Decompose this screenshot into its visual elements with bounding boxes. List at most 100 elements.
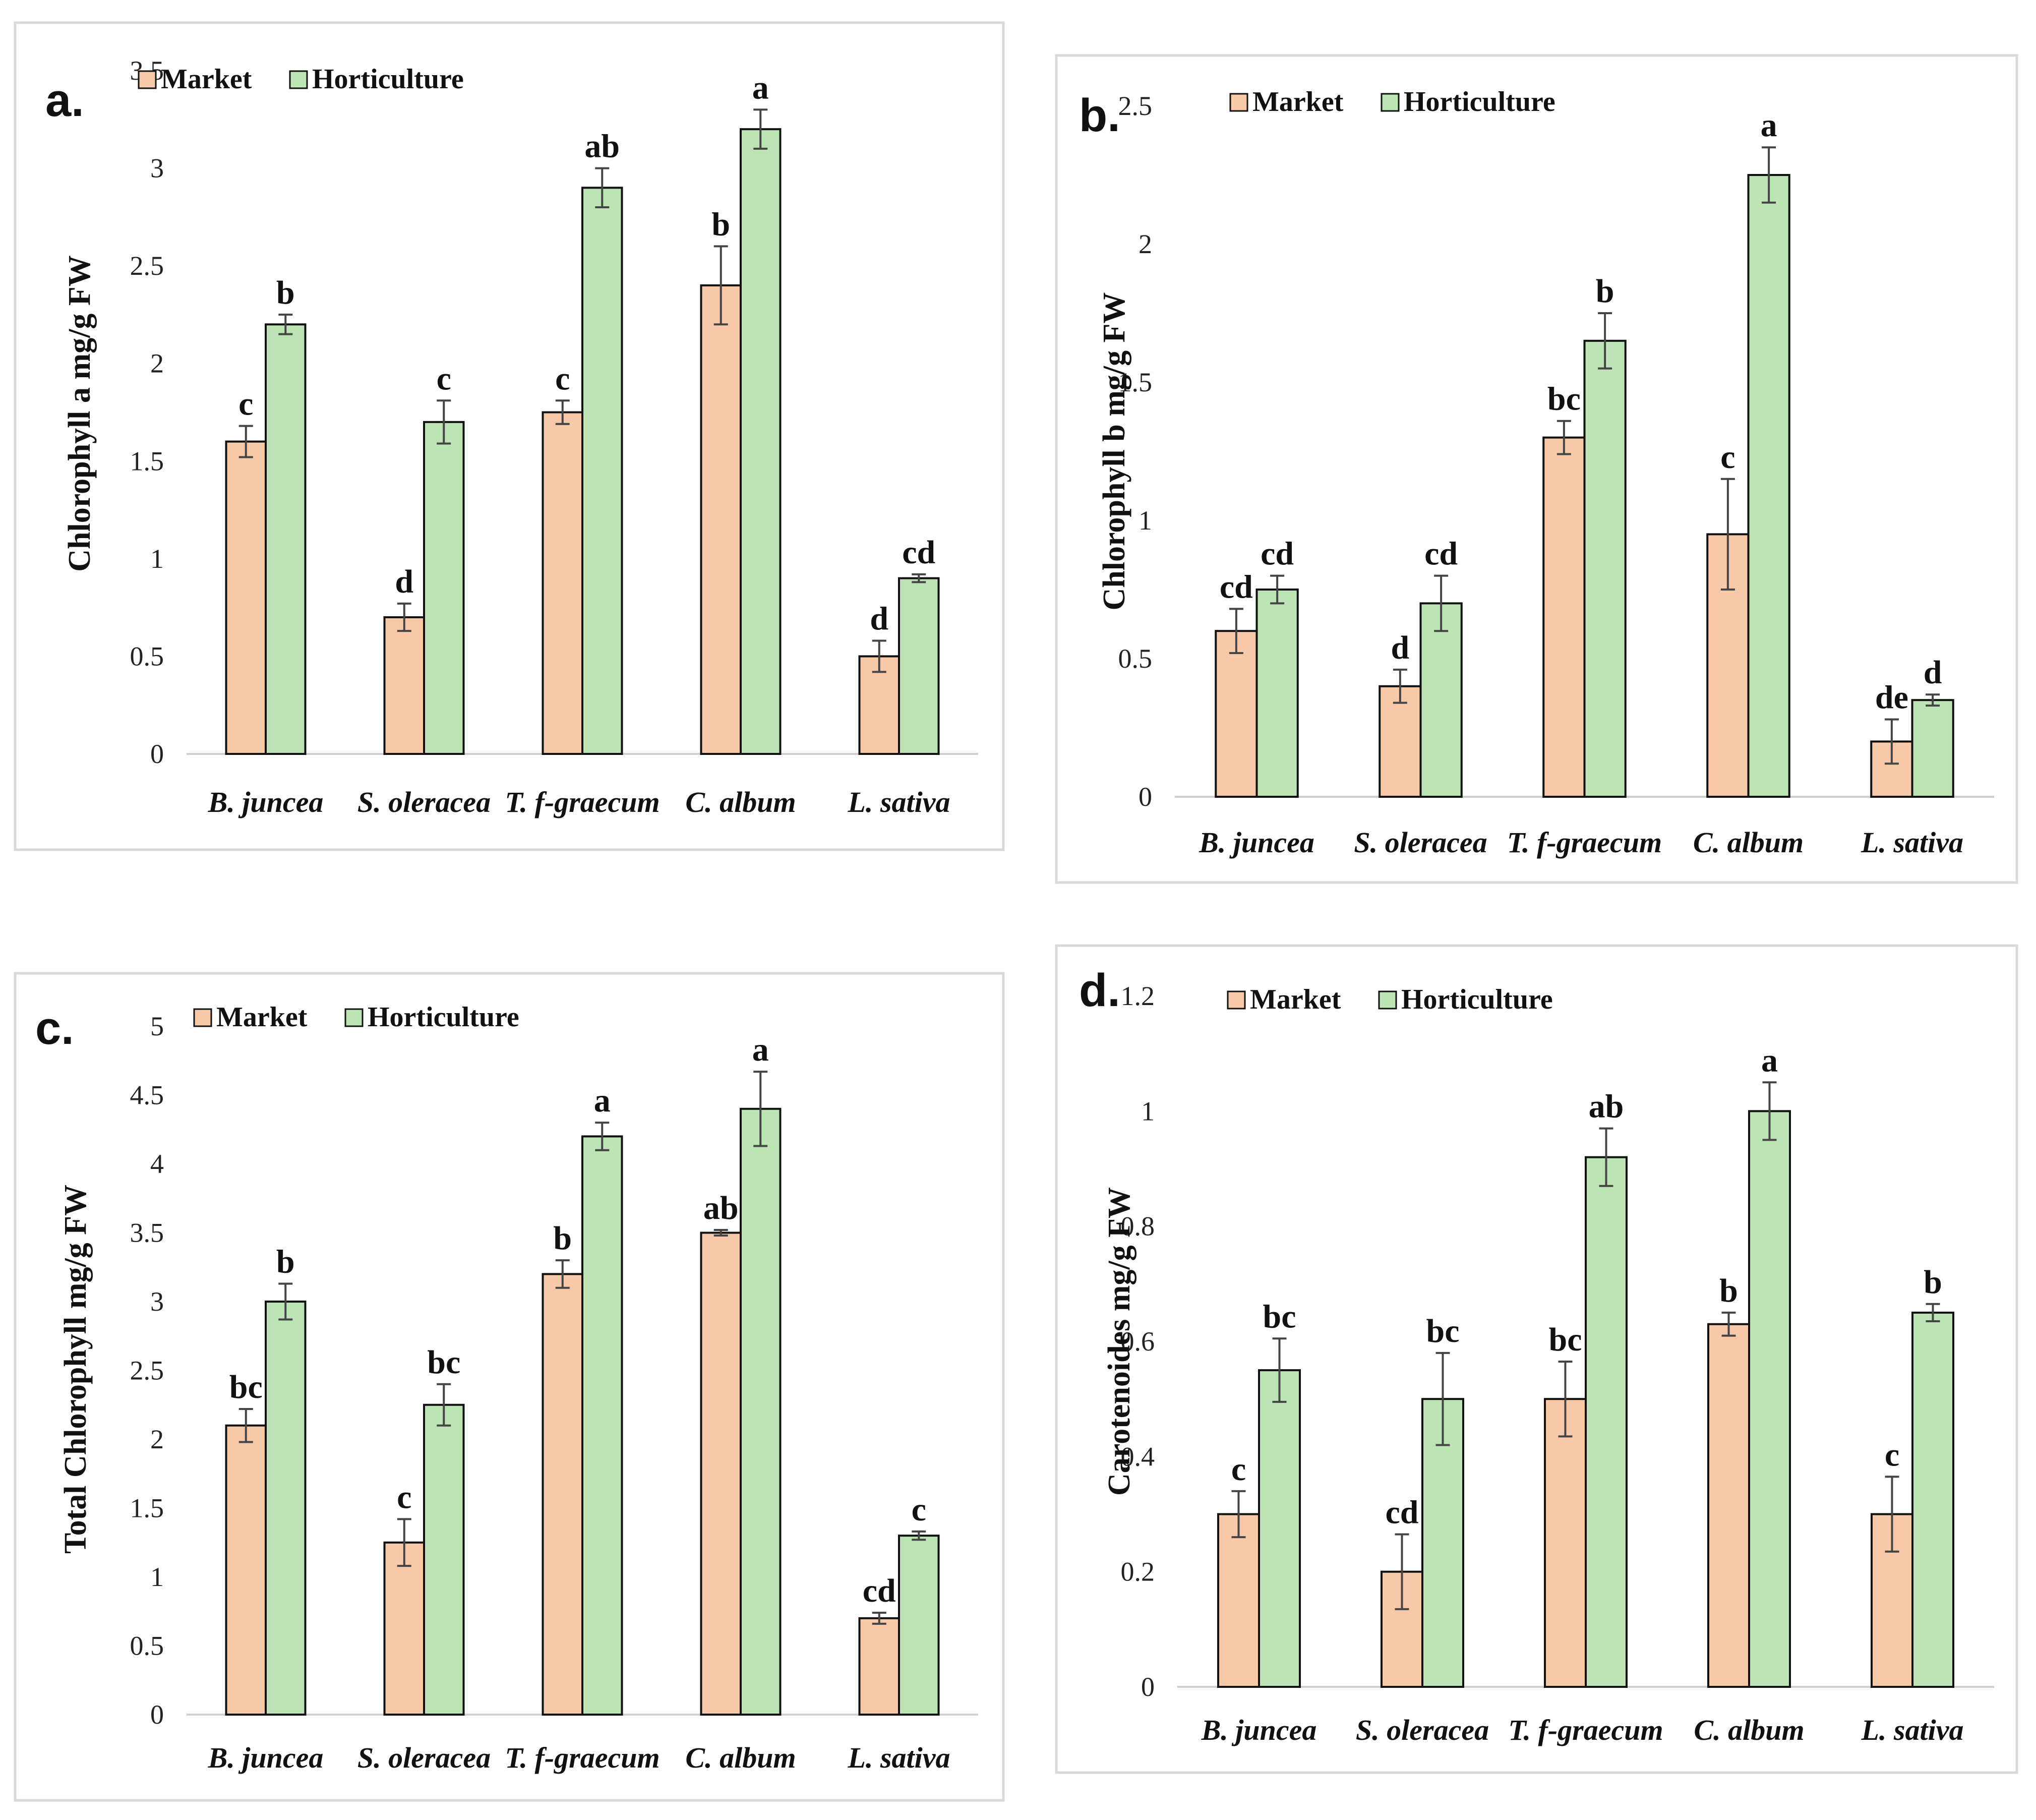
y-tick-label: 1.5 <box>1118 367 1153 397</box>
bar-market <box>383 1541 425 1716</box>
legend-swatch-horticulture <box>1381 93 1400 112</box>
y-tick-label: 2 <box>150 348 164 379</box>
x-category-label: S. oleracea <box>1354 826 1487 859</box>
legend-swatch-horticulture <box>289 70 308 89</box>
significance-letter: d <box>1924 654 1942 691</box>
y-tick-label: 0 <box>150 739 164 769</box>
significance-letter: bc <box>229 1369 263 1405</box>
y-axis-title: Chlorophyll a mg/g FW <box>63 255 97 572</box>
significance-letter: bc <box>427 1344 460 1381</box>
x-category-label: T. f-graecum <box>1507 826 1662 859</box>
legend-swatch-horticulture <box>1378 990 1397 1010</box>
bar-horticulture <box>581 187 623 755</box>
x-category-label: L. sativa <box>1861 1714 1964 1746</box>
bar-market <box>1707 1323 1750 1688</box>
significance-letter: c <box>1231 1451 1246 1488</box>
x-category-label: L. sativa <box>848 786 950 818</box>
x-category-label: L. sativa <box>1861 826 1963 859</box>
significance-letter: c <box>1720 439 1735 476</box>
bar-horticulture <box>740 128 782 755</box>
x-category-label: T. f-graecum <box>505 786 660 818</box>
bar-market <box>383 616 425 755</box>
panel-label: a. <box>45 75 84 126</box>
significance-letter: cd <box>1220 568 1253 605</box>
y-tick-label: 0.5 <box>1118 643 1153 674</box>
y-tick-label: 1 <box>150 544 164 574</box>
y-tick-label: 0 <box>1141 1672 1155 1702</box>
bar-market <box>225 440 267 755</box>
panel-frame <box>14 21 1005 851</box>
bar-horticulture <box>1911 699 1954 798</box>
y-tick-label: 0 <box>150 1699 164 1730</box>
y-tick-label: 0.2 <box>1121 1557 1155 1587</box>
y-tick-label: 0.5 <box>130 641 164 671</box>
bar-horticulture <box>1911 1311 1954 1688</box>
y-tick-label: 2.5 <box>130 1356 164 1386</box>
panel-label: c. <box>35 1003 74 1054</box>
y-tick-label: 5 <box>150 1011 164 1041</box>
x-category-label: S. oleracea <box>357 1741 491 1774</box>
significance-letter: bc <box>1263 1298 1296 1335</box>
y-tick-label: 3.5 <box>130 1218 164 1248</box>
legend-label: Horticulture <box>368 1002 519 1033</box>
legend-label: Market <box>1252 86 1344 118</box>
significance-letter: a <box>1761 1042 1778 1079</box>
legend-label: Market <box>216 1002 308 1033</box>
legend-swatch-market <box>1227 990 1246 1010</box>
legend-swatch-market <box>138 70 157 89</box>
significance-letter: b <box>1596 273 1614 310</box>
bar-market <box>542 411 583 755</box>
y-tick-label: 1 <box>1139 505 1152 536</box>
y-tick-label: 0.4 <box>1121 1441 1155 1472</box>
legend-swatch-horticulture <box>344 1008 364 1027</box>
bar-horticulture <box>1748 1110 1791 1688</box>
chart-panel-3: d. 0 0.2 0.4 0.6 0.8 1 1.2 Carotenoides mg/g FW c… <box>1055 944 2018 1774</box>
x-category-label: S. oleracea <box>357 786 491 818</box>
legend-label: Horticulture <box>312 64 464 95</box>
y-axis-title: Chlorophyll b mg/g FW <box>1097 292 1131 610</box>
x-category-label: S. oleracea <box>1356 1714 1489 1746</box>
significance-letter: d <box>1391 629 1410 666</box>
panel-label: b. <box>1079 90 1120 141</box>
legend-swatch-market <box>1229 93 1248 112</box>
significance-letter: cd <box>902 534 935 571</box>
bar-horticulture <box>1583 339 1627 798</box>
bar-horticulture <box>265 323 307 755</box>
significance-letter: bc <box>1547 381 1581 418</box>
significance-letter: c <box>1885 1436 1899 1473</box>
chart-panel-2: c. 0 0.5 1 1.5 2 2.5 3 3.5 4 4.5 5 Total Chlorophyll… <box>14 972 1005 1802</box>
y-tick-label: 0 <box>1139 782 1152 812</box>
x-category-label: B. juncea <box>1199 826 1314 859</box>
bar-market <box>700 1231 742 1716</box>
bar-horticulture <box>1421 1398 1464 1688</box>
significance-letter: b <box>1924 1264 1942 1301</box>
y-tick-label: 2 <box>150 1424 164 1454</box>
bar-horticulture <box>740 1107 782 1716</box>
y-tick-label: 1.5 <box>130 446 164 476</box>
y-tick-label: 4 <box>150 1149 164 1179</box>
significance-letter: cd <box>1261 536 1294 572</box>
significance-letter: cd <box>1386 1494 1419 1531</box>
y-tick-label: 1 <box>1141 1096 1155 1126</box>
y-axis-title: Total Chlorophyll mg/g FW <box>58 1185 93 1554</box>
significance-letter: b <box>1719 1272 1738 1309</box>
significance-letter: a <box>752 69 769 106</box>
bar-market <box>542 1273 583 1716</box>
bar-market <box>1217 1513 1260 1688</box>
significance-letter: de <box>1875 679 1908 716</box>
x-category-label: B. juncea <box>1201 1714 1317 1746</box>
significance-letter: c <box>555 360 570 397</box>
significance-letter: b <box>276 274 295 311</box>
bar-horticulture <box>898 577 940 755</box>
bar-market <box>225 1424 267 1716</box>
y-tick-label: 2 <box>1139 229 1152 259</box>
significance-letter: b <box>276 1244 295 1280</box>
panel-frame <box>14 972 1005 1802</box>
x-category-label: L. sativa <box>848 1741 950 1774</box>
x-category-label: C. album <box>1693 826 1804 859</box>
legend-label: Market <box>1250 984 1341 1015</box>
y-tick-label: 0.8 <box>1121 1211 1155 1242</box>
bar-horticulture <box>1585 1156 1628 1688</box>
y-tick-label: 1.5 <box>130 1493 164 1523</box>
